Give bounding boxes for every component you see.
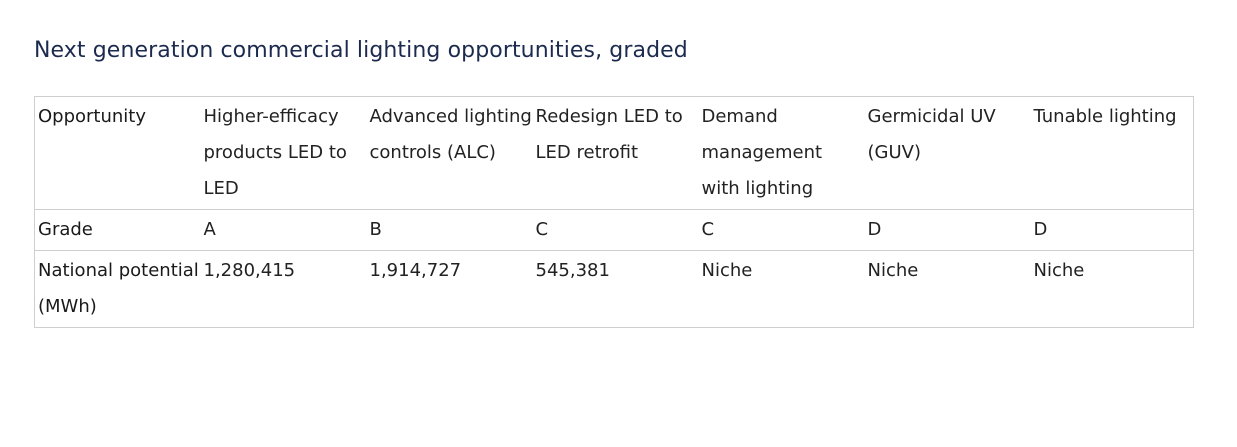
table-row-national-potential: National potential (MWh) 1,280,415 1,914…	[34, 250, 1194, 328]
cell-opportunity-2: Advanced lighting controls (ALC)	[369, 106, 532, 163]
cell-potential-5: Niche	[867, 260, 919, 281]
cell-opportunity-4: Demand management with lighting	[701, 106, 823, 199]
cell-potential-4: Niche	[701, 260, 753, 281]
cell-potential-2: 1,914,727	[369, 260, 462, 281]
cell-potential-1: 1,280,415	[203, 260, 296, 281]
cell-opportunity-5: Germicidal UV (GUV)	[867, 106, 996, 163]
cell-potential-3: 545,381	[535, 260, 610, 281]
table-row-grade: Grade A B C C D D	[34, 209, 1194, 251]
cell-potential-6: Niche	[1033, 260, 1085, 281]
row-label-opportunity: Opportunity	[38, 106, 147, 127]
cell-grade-1: A	[203, 219, 216, 240]
table-row-opportunity: Opportunity Higher-efficacy products LED…	[35, 97, 1194, 210]
cell-opportunity-3: Redesign LED to LED retrofit	[535, 106, 683, 163]
cell-opportunity-6: Tunable lighting	[1033, 106, 1177, 127]
cell-grade-4: C	[701, 219, 715, 240]
cell-grade-5: D	[867, 219, 882, 240]
row-label-national-potential: National potential (MWh)	[38, 260, 199, 317]
row-label-grade: Grade	[38, 219, 93, 240]
cell-opportunity-1: Higher-efficacy products LED to LED	[203, 106, 347, 199]
cell-grade-6: D	[1033, 219, 1048, 240]
cell-grade-2: B	[369, 219, 382, 240]
cell-grade-3: C	[535, 219, 549, 240]
table-title: Next generation commercial lighting oppo…	[34, 38, 688, 63]
opportunities-table: Opportunity Higher-efficacy products LED…	[34, 96, 1194, 328]
